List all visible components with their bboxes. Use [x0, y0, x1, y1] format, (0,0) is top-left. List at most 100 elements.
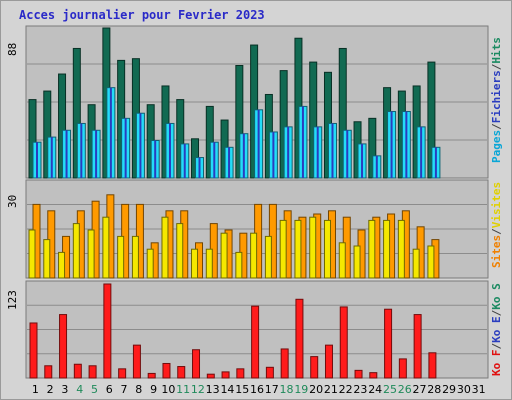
day-label: 2: [47, 383, 54, 396]
visits-bar: [205, 248, 213, 279]
bandwidth-bar: [398, 358, 407, 379]
visits-bar: [264, 235, 272, 279]
visits-bar: [146, 248, 154, 279]
bandwidth-bar: [192, 349, 201, 379]
bandwidth-bar: [118, 368, 127, 379]
files-bar: [80, 123, 83, 178]
bandwidth-bar: [324, 344, 333, 379]
bandwidth-bar: [265, 366, 274, 379]
files-bar: [420, 126, 423, 178]
files-bar: [272, 131, 275, 178]
visits-bar: [368, 219, 376, 279]
day-label: 11: [176, 383, 190, 396]
bandwidth-bar: [132, 344, 141, 379]
files-bar: [301, 106, 304, 178]
bandwidth-bar: [221, 371, 230, 379]
visits-bar: [87, 229, 95, 279]
day-label: 27: [413, 383, 427, 396]
files-bar: [50, 137, 53, 178]
files-bar: [316, 126, 319, 178]
visits-bar: [279, 219, 287, 279]
bandwidth-bar: [59, 314, 68, 379]
files-bar: [390, 111, 393, 178]
files-bar: [154, 140, 157, 178]
day-label: 9: [150, 383, 157, 396]
files-bar: [109, 87, 112, 178]
bandwidth-bar: [177, 366, 186, 379]
bandwidth-bar: [295, 298, 304, 379]
visits-bar: [383, 219, 391, 279]
files-bar: [36, 142, 38, 178]
visits-bar: [72, 223, 80, 279]
visits-bar: [235, 251, 243, 279]
day-label: 15: [235, 383, 249, 396]
bandwidth-bar: [147, 372, 156, 379]
day-label: 13: [206, 383, 220, 396]
visits-bar: [176, 223, 184, 279]
bandwidth-bar: [251, 305, 260, 379]
files-bar: [287, 126, 290, 178]
bandwidth-bar: [73, 363, 82, 379]
day-label: 3: [61, 383, 68, 396]
day-label: 1: [32, 383, 39, 396]
bandwidth-bar: [103, 283, 112, 379]
files-bar: [213, 142, 216, 178]
files-bar: [168, 123, 171, 178]
day-label: 7: [121, 383, 128, 396]
bandwidth-bar: [162, 362, 171, 379]
files-bar: [361, 143, 364, 178]
bandwidth-bar: [310, 356, 319, 379]
files-bar: [124, 118, 127, 178]
visits-bar: [250, 232, 258, 279]
bandwidth-bar: [280, 348, 289, 379]
day-label: 12: [191, 383, 205, 396]
day-label: 31: [472, 383, 486, 396]
files-bar: [198, 157, 201, 178]
bandwidth-bar: [354, 369, 363, 379]
day-label: 30: [457, 383, 471, 396]
visits-bar: [117, 235, 125, 279]
files-bar: [183, 143, 186, 178]
files-bar: [65, 130, 68, 178]
files-bar: [331, 123, 334, 178]
day-label: 23: [353, 383, 367, 396]
visits-bar: [309, 216, 317, 279]
day-label: 24: [368, 383, 382, 396]
chart-title: Acces journalier pour Fevrier 2023: [19, 8, 265, 22]
files-bar: [405, 111, 408, 178]
visits-bar: [220, 232, 228, 279]
visits-bar: [397, 219, 405, 279]
visits-bar: [28, 229, 36, 279]
visits-bar: [294, 219, 302, 279]
visits-bar: [58, 251, 66, 279]
day-label: 20: [309, 383, 323, 396]
bandwidth-bar: [206, 373, 215, 379]
day-label: 10: [161, 383, 175, 396]
visits-bar: [102, 216, 110, 279]
files-bar: [242, 133, 245, 178]
day-label: 18: [280, 383, 294, 396]
bandwidth-bar: [369, 372, 378, 379]
bandwidth-bar: [428, 352, 437, 379]
visits-bar: [43, 239, 51, 279]
day-label: 16: [250, 383, 264, 396]
bandwidth-bar: [384, 308, 393, 379]
files-bar: [434, 147, 437, 178]
bandwidth-bar: [88, 365, 97, 379]
visits-bar: [338, 242, 346, 279]
day-label: 29: [442, 383, 456, 396]
bandwidth-bar: [29, 322, 38, 379]
day-label: 26: [398, 383, 412, 396]
bandwidth-bar: [236, 368, 245, 379]
day-label: 17: [265, 383, 279, 396]
files-bar: [257, 109, 260, 178]
day-label: 4: [76, 383, 83, 396]
day-label: 28: [427, 383, 441, 396]
bandwidth-bar: [339, 306, 348, 379]
bandwidth-bar: [44, 365, 53, 379]
files-bar: [375, 155, 378, 178]
bandwidth-bar: [413, 314, 422, 379]
day-label: 6: [106, 383, 113, 396]
visits-bar: [427, 245, 435, 279]
